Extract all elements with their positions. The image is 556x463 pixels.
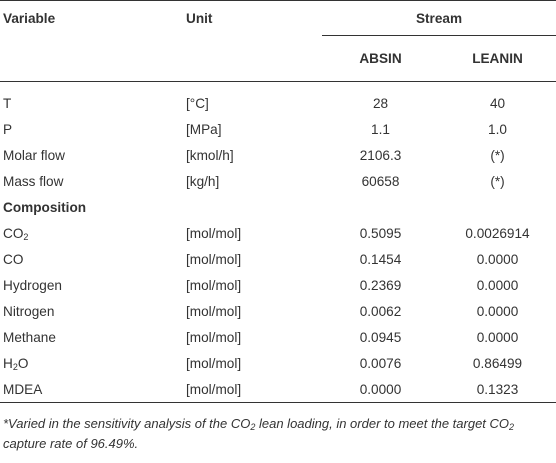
row-unit: [mol/mol] bbox=[186, 376, 322, 403]
row-absin: 28 bbox=[372, 95, 389, 111]
footnote-text-3: capture rate of 96.49%. bbox=[3, 436, 139, 451]
spacer bbox=[0, 82, 556, 91]
species-suffix: O bbox=[17, 355, 29, 371]
row-leanin: 0.0026914 bbox=[465, 225, 530, 241]
table-row: CO [mol/mol] 0.1454 0.0000 bbox=[0, 246, 556, 272]
row-unit: [°C] bbox=[186, 95, 209, 111]
table-row: Methane [mol/mol] 0.0945 0.0000 bbox=[0, 324, 556, 350]
row-variable: Methane bbox=[3, 329, 56, 345]
row-absin: 0.0000 bbox=[322, 376, 439, 403]
row-variable: CO2 bbox=[0, 220, 186, 246]
row-variable: Nitrogen bbox=[3, 303, 55, 319]
table-row: P [MPa] 1.1 1.0 bbox=[0, 116, 556, 142]
row-leanin: 0.0000 bbox=[476, 251, 519, 267]
species-name: H bbox=[3, 355, 13, 371]
row-leanin: 0.86499 bbox=[472, 355, 523, 371]
table-row: Hydrogen [mol/mol] 0.2369 0.0000 bbox=[0, 272, 556, 298]
header-stream: Stream bbox=[322, 0, 556, 36]
row-absin: 2106.3 bbox=[359, 147, 402, 163]
species-name: CO bbox=[3, 225, 24, 241]
row-leanin: 0.1323 bbox=[439, 376, 556, 403]
row-absin: 0.5095 bbox=[359, 225, 402, 241]
row-absin: 1.1 bbox=[371, 121, 390, 137]
row-unit: [mol/mol] bbox=[186, 355, 242, 371]
composition-heading: Composition bbox=[3, 199, 87, 215]
row-unit: [mol/mol] bbox=[186, 329, 242, 345]
row-variable: H2O bbox=[0, 350, 186, 376]
row-leanin: (*) bbox=[490, 147, 505, 163]
table-footnote: *Varied in the sensitivity analysis of t… bbox=[3, 414, 553, 454]
row-absin: 60658 bbox=[361, 173, 400, 189]
row-absin: 0.0945 bbox=[359, 329, 402, 345]
table-row: T [°C] 28 40 bbox=[0, 90, 556, 116]
header-absin: ABSIN bbox=[322, 35, 439, 82]
row-absin: 0.0076 bbox=[359, 355, 402, 371]
row-leanin: 0.0000 bbox=[476, 303, 519, 319]
table-row: Molar flow [kmol/h] 2106.3 (*) bbox=[0, 142, 556, 168]
row-unit: [mol/mol] bbox=[186, 225, 242, 241]
stream-table: Variable Unit Stream ABSIN LEANIN T [°C]… bbox=[0, 0, 556, 403]
header-unit: Unit bbox=[186, 0, 322, 36]
table-row: CO2 [mol/mol] 0.5095 0.0026914 bbox=[0, 220, 556, 246]
row-unit: [MPa] bbox=[186, 121, 222, 137]
row-unit: [mol/mol] bbox=[186, 277, 242, 293]
footnote-text-2: lean loading, in order to meet the targe… bbox=[255, 416, 510, 431]
row-variable: Hydrogen bbox=[3, 277, 62, 293]
row-variable: Mass flow bbox=[3, 173, 64, 189]
row-leanin: 40 bbox=[489, 95, 506, 111]
row-leanin: 0.0000 bbox=[476, 329, 519, 345]
header-blank-unit bbox=[186, 35, 322, 82]
row-variable: P bbox=[3, 121, 13, 137]
species-subscript: 2 bbox=[23, 231, 29, 242]
row-leanin: (*) bbox=[490, 173, 505, 189]
header-variable: Variable bbox=[0, 0, 186, 36]
row-variable: CO bbox=[3, 251, 24, 267]
table-row: H2O [mol/mol] 0.0076 0.86499 bbox=[0, 350, 556, 376]
header-blank-variable bbox=[0, 35, 186, 82]
row-absin: 0.1454 bbox=[359, 251, 402, 267]
row-variable: MDEA bbox=[0, 376, 186, 403]
row-unit: [mol/mol] bbox=[186, 303, 242, 319]
row-absin: 0.0062 bbox=[359, 303, 402, 319]
row-unit: [kmol/h] bbox=[186, 147, 234, 163]
row-variable: T bbox=[3, 95, 12, 111]
species-subscript: 2 bbox=[12, 361, 18, 372]
table-row: Nitrogen [mol/mol] 0.0062 0.0000 bbox=[0, 298, 556, 324]
table-row: Mass flow [kg/h] 60658 (*) bbox=[0, 168, 556, 194]
row-leanin: 1.0 bbox=[488, 121, 507, 137]
table-row: MDEA [mol/mol] 0.0000 0.1323 bbox=[0, 376, 556, 403]
row-leanin: 0.0000 bbox=[476, 277, 519, 293]
footnote-subscript-2: 2 bbox=[509, 422, 515, 432]
section-row: Composition bbox=[0, 194, 556, 220]
header-leanin: LEANIN bbox=[439, 35, 556, 82]
row-unit: [kg/h] bbox=[186, 173, 220, 189]
footnote-text-1: *Varied in the sensitivity analysis of t… bbox=[3, 416, 251, 431]
row-unit: [mol/mol] bbox=[186, 251, 242, 267]
footnote-subscript-1: 2 bbox=[250, 422, 256, 432]
row-absin: 0.2369 bbox=[359, 277, 402, 293]
row-variable: Molar flow bbox=[3, 147, 65, 163]
data-table-container: Variable Unit Stream ABSIN LEANIN T [°C]… bbox=[0, 0, 556, 403]
